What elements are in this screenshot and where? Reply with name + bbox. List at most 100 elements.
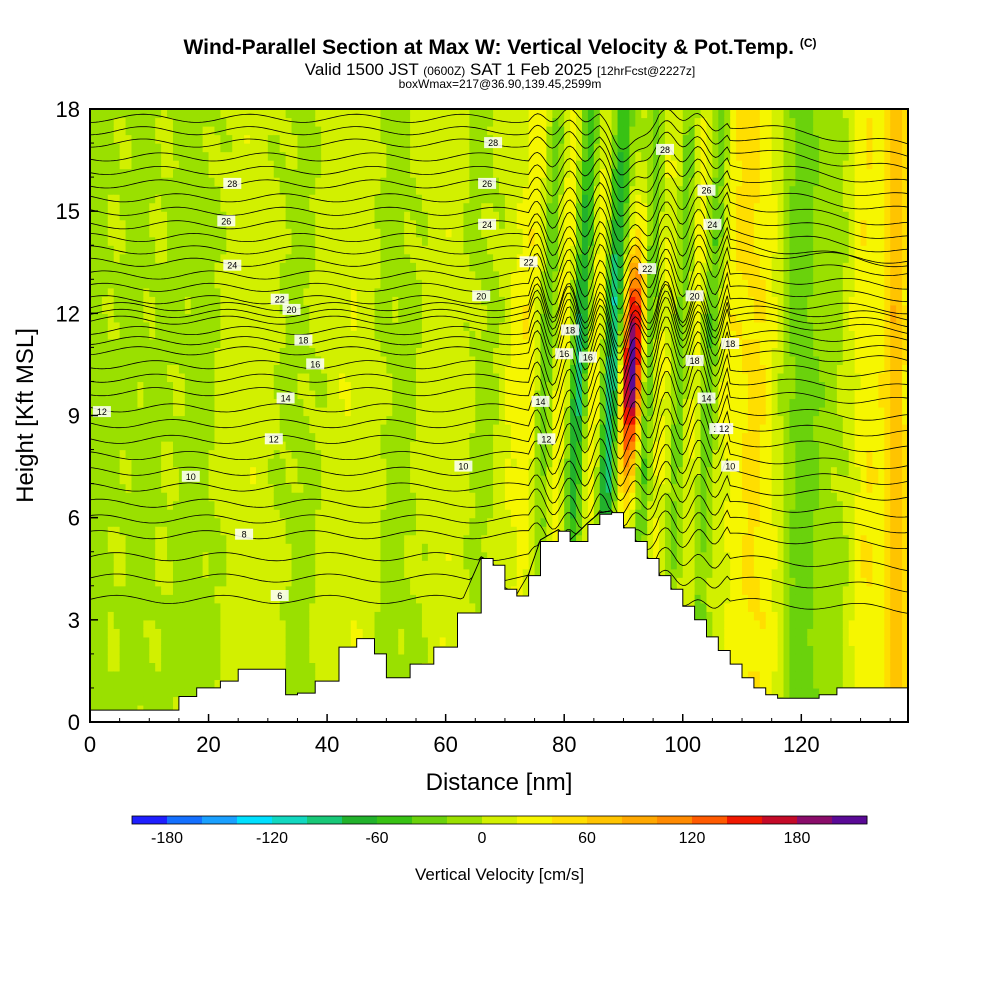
w-cell <box>178 296 186 306</box>
w-cell <box>172 483 180 493</box>
w-cell <box>131 270 139 280</box>
w-cell <box>315 389 322 400</box>
w-cell <box>398 262 405 272</box>
w-cell <box>297 160 304 170</box>
w-cell <box>344 160 352 170</box>
w-cell <box>291 475 299 485</box>
w-cell <box>238 432 245 442</box>
w-cell <box>161 636 168 646</box>
w-cell <box>167 151 174 161</box>
w-cell <box>196 500 204 510</box>
w-cell <box>493 543 500 553</box>
w-cell <box>184 628 192 638</box>
w-cell <box>196 509 204 519</box>
w-cell <box>356 594 364 604</box>
w-cell <box>232 415 239 425</box>
w-cell <box>445 500 453 510</box>
w-cell <box>285 117 293 127</box>
w-cell <box>368 424 376 434</box>
w-cell <box>214 245 222 255</box>
w-cell <box>398 347 405 357</box>
w-cell <box>309 653 316 663</box>
w-cell <box>226 364 233 374</box>
w-cell <box>250 287 257 297</box>
w-cell <box>261 185 269 195</box>
w-cell <box>238 636 245 646</box>
w-cell <box>90 585 97 595</box>
w-cell <box>291 160 299 170</box>
w-cell <box>481 551 488 561</box>
w-cell <box>226 202 233 212</box>
w-cell <box>285 466 293 476</box>
w-cell <box>137 313 144 323</box>
w-cell <box>315 585 322 595</box>
w-cell <box>178 372 186 383</box>
w-cell <box>344 347 352 357</box>
w-cell <box>481 185 488 195</box>
w-cell <box>184 126 192 136</box>
w-cell <box>244 194 251 204</box>
w-cell <box>95 109 103 119</box>
w-cell <box>380 458 387 468</box>
w-cell <box>457 526 465 536</box>
w-cell <box>143 526 150 536</box>
w-cell <box>463 483 470 493</box>
w-cell <box>463 560 470 570</box>
w-cell <box>416 270 423 280</box>
w-cell <box>356 432 364 442</box>
w-cell <box>161 185 168 195</box>
w-cell <box>439 534 447 544</box>
w-cell <box>392 398 399 408</box>
w-cell <box>178 355 186 366</box>
w-cell <box>303 202 310 212</box>
w-cell <box>143 381 150 391</box>
w-cell <box>410 228 417 238</box>
w-cell <box>327 134 334 144</box>
w-cell <box>463 109 470 119</box>
w-cell <box>220 492 227 502</box>
w-cell <box>333 262 340 272</box>
w-cell <box>167 611 174 621</box>
w-cell <box>261 585 269 595</box>
w-cell <box>398 134 405 144</box>
w-cell <box>433 364 441 374</box>
w-cell <box>410 321 417 331</box>
w-cell <box>161 594 168 604</box>
w-cell <box>451 168 459 178</box>
w-cell <box>392 134 399 144</box>
w-cell <box>433 296 441 306</box>
w-cell <box>137 253 144 263</box>
w-cell <box>481 304 488 314</box>
w-cell <box>190 560 198 570</box>
w-cell <box>107 202 115 212</box>
w-cell <box>362 381 370 391</box>
w-cell <box>214 287 222 297</box>
w-cell <box>487 287 494 297</box>
w-cell <box>149 517 156 527</box>
w-cell <box>161 287 168 297</box>
w-cell <box>291 126 299 136</box>
w-cell <box>333 134 340 144</box>
w-cell <box>208 534 216 544</box>
w-cell <box>327 475 334 485</box>
w-cell <box>433 458 441 468</box>
w-cell <box>285 679 293 689</box>
w-cell <box>439 236 447 246</box>
w-cell <box>113 398 121 408</box>
w-cell <box>113 194 121 204</box>
w-cell <box>178 262 186 272</box>
w-cell <box>107 228 115 238</box>
w-cell <box>457 253 465 263</box>
w-cell <box>214 594 222 604</box>
w-cell <box>333 628 340 638</box>
w-cell <box>238 126 245 136</box>
w-cell <box>101 483 109 493</box>
w-cell <box>267 636 275 646</box>
w-cell <box>161 304 168 314</box>
w-cell <box>101 262 109 272</box>
w-cell <box>327 287 334 297</box>
w-cell <box>90 449 97 459</box>
w-cell <box>439 594 447 604</box>
w-cell <box>487 228 494 238</box>
w-cell <box>315 151 322 161</box>
